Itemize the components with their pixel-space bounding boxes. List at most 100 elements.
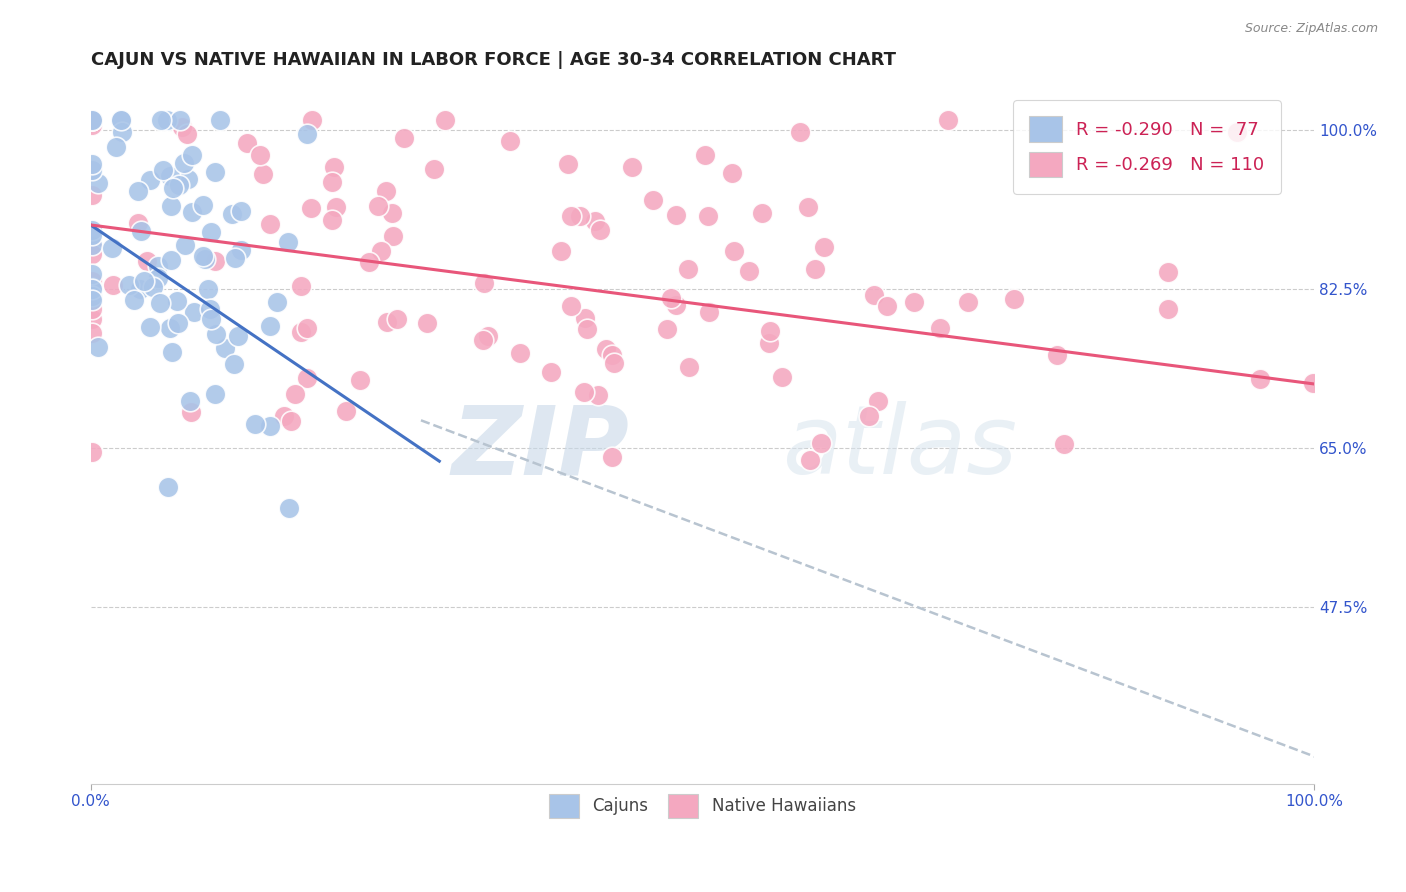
Point — [1046, 347, 1069, 361]
Point — [252, 167, 274, 181]
Point — [204, 165, 226, 179]
Point — [273, 409, 295, 423]
Point — [226, 329, 249, 343]
Point — [477, 329, 499, 343]
Point — [295, 321, 318, 335]
Point — [540, 365, 562, 379]
Point — [266, 295, 288, 310]
Point — [810, 436, 832, 450]
Point — [110, 113, 132, 128]
Text: atlas: atlas — [782, 401, 1017, 494]
Point — [110, 125, 132, 139]
Point — [80, 282, 103, 296]
Point — [589, 223, 612, 237]
Point — [321, 175, 343, 189]
Point — [903, 294, 925, 309]
Point — [721, 166, 744, 180]
Point — [1156, 265, 1178, 279]
Point — [858, 409, 880, 423]
Point — [655, 322, 678, 336]
Point — [583, 214, 606, 228]
Point — [166, 316, 188, 330]
Point — [132, 274, 155, 288]
Point — [299, 201, 322, 215]
Point — [146, 259, 169, 273]
Point — [509, 346, 531, 360]
Point — [370, 244, 392, 259]
Point — [80, 267, 103, 281]
Point — [381, 229, 404, 244]
Point — [259, 319, 281, 334]
Point — [80, 187, 103, 202]
Point — [167, 178, 190, 192]
Point — [157, 480, 180, 494]
Point — [621, 160, 644, 174]
Point — [179, 393, 201, 408]
Point — [229, 243, 252, 257]
Point — [659, 291, 682, 305]
Point — [80, 113, 103, 128]
Point — [128, 282, 150, 296]
Point — [80, 274, 103, 288]
Point — [80, 162, 103, 177]
Point — [129, 224, 152, 238]
Point — [194, 252, 217, 266]
Legend: Cajuns, Native Hawaiians: Cajuns, Native Hawaiians — [543, 788, 862, 824]
Point — [277, 235, 299, 249]
Point — [198, 302, 221, 317]
Point — [177, 171, 200, 186]
Point — [572, 385, 595, 400]
Point — [1157, 301, 1180, 316]
Point — [560, 209, 582, 223]
Point — [259, 419, 281, 434]
Point — [229, 203, 252, 218]
Point — [100, 241, 122, 255]
Point — [751, 205, 773, 219]
Point — [374, 184, 396, 198]
Point — [80, 311, 103, 326]
Point — [80, 113, 103, 128]
Point — [862, 288, 884, 302]
Point — [243, 417, 266, 431]
Point — [80, 118, 103, 132]
Point — [301, 113, 323, 128]
Point — [1002, 292, 1025, 306]
Point — [80, 223, 103, 237]
Point — [696, 209, 718, 223]
Point — [471, 333, 494, 347]
Point — [204, 253, 226, 268]
Point — [813, 240, 835, 254]
Point — [595, 342, 617, 356]
Point — [322, 160, 344, 174]
Point — [472, 277, 495, 291]
Point — [423, 161, 446, 176]
Point — [936, 113, 959, 128]
Point — [392, 130, 415, 145]
Point — [80, 238, 103, 252]
Point — [159, 253, 181, 268]
Point — [569, 209, 592, 223]
Point — [665, 208, 688, 222]
Point — [381, 206, 404, 220]
Point — [174, 238, 197, 252]
Point — [295, 128, 318, 142]
Point — [1302, 376, 1324, 391]
Point — [699, 305, 721, 319]
Point — [169, 113, 191, 128]
Point — [224, 251, 246, 265]
Point — [197, 282, 219, 296]
Point — [259, 217, 281, 231]
Point — [209, 113, 232, 128]
Point — [1226, 125, 1249, 139]
Point — [180, 405, 202, 419]
Point — [127, 184, 149, 198]
Point — [321, 213, 343, 227]
Point — [221, 206, 243, 220]
Point — [160, 345, 183, 359]
Point — [222, 358, 245, 372]
Point — [80, 113, 103, 128]
Point — [575, 322, 598, 336]
Text: Source: ZipAtlas.com: Source: ZipAtlas.com — [1244, 22, 1378, 36]
Point — [156, 113, 179, 128]
Point — [641, 193, 664, 207]
